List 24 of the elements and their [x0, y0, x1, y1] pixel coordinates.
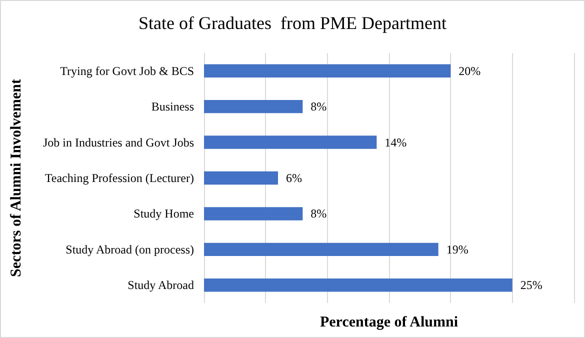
data-label: 6% [286, 171, 302, 185]
y-axis-title: Sectors of Alumni Involvement [8, 79, 24, 277]
data-label: 25% [520, 278, 542, 292]
data-label: 19% [446, 242, 468, 256]
data-label: 20% [458, 64, 481, 78]
data-label: 8% [310, 100, 327, 114]
bar [204, 278, 512, 292]
bar [204, 207, 303, 220]
data-label: 8% [310, 206, 327, 221]
bar [204, 64, 451, 78]
x-axis-title: Percentage of Alumni [320, 314, 458, 330]
bar [204, 136, 377, 149]
y-tick-label: Trying for Govt Job & BCS [60, 64, 194, 78]
y-tick-label: Business [151, 100, 194, 114]
y-tick-label: Job in Industries and Govt Jobs [43, 135, 194, 150]
y-tick-label: Study Home [134, 206, 194, 221]
bar [204, 171, 278, 185]
y-tick-label: Study Abroad [128, 278, 194, 292]
data-label: 14% [384, 135, 407, 150]
chart-title: State of Graduates from PME Department [138, 13, 446, 33]
y-tick-label: Study Abroad (on process) [66, 242, 194, 256]
y-tick-label: Teaching Profession (Lecturer) [44, 171, 194, 185]
bar [204, 242, 438, 256]
bar [204, 100, 303, 114]
